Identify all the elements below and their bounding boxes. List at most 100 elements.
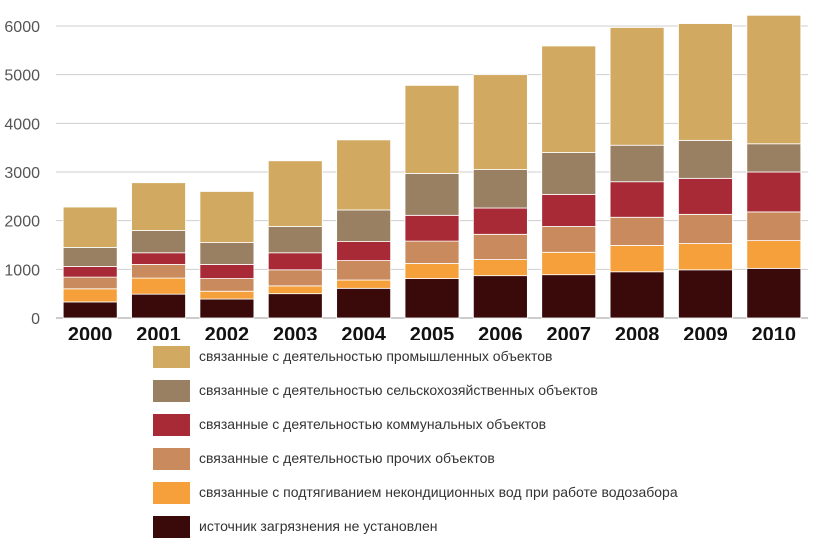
bar-segment [267, 252, 323, 271]
x-tick-label: 2006 [478, 324, 523, 340]
y-tick-label: 3000 [4, 165, 40, 182]
bar-segment [199, 242, 255, 265]
bar-segment [199, 298, 255, 319]
bar-segment [472, 74, 528, 170]
x-tick-label: 2007 [546, 324, 591, 340]
bar-segment [746, 143, 802, 173]
bar-segment [404, 240, 460, 264]
legend-label-other: связанные с деятельностью прочих объекто… [199, 450, 495, 466]
bar-segment [609, 181, 665, 218]
bar-segment [404, 214, 460, 242]
bar-segment [62, 276, 118, 290]
bar-segment [199, 278, 255, 292]
bar-segment [472, 233, 528, 261]
bar-segment [336, 279, 392, 289]
bar-segment [609, 245, 665, 273]
bar-segment [131, 277, 186, 295]
bar-segment [62, 288, 118, 303]
x-tick-label: 2009 [683, 324, 728, 340]
bar-segment [678, 269, 733, 319]
bar-segment [267, 269, 323, 287]
bar-segment [336, 287, 392, 319]
bar-segment [131, 229, 186, 254]
bar-segment [678, 243, 733, 271]
legend-label-agricultural: связанные с деятельностью сельскохозяйст… [199, 382, 598, 398]
bar-segment [472, 275, 528, 319]
legend-label-unknown-source: источник загрязнения не установлен [199, 518, 438, 534]
bars [62, 14, 802, 319]
bar-segment [541, 274, 597, 319]
bar-segment [62, 266, 118, 278]
legend-label-industrial: связанные с деятельностью промышленных о… [199, 348, 553, 364]
legend-swatch-industrial [153, 346, 190, 368]
bar-segment [267, 285, 323, 295]
bar-segment [267, 226, 323, 254]
bar-segment [746, 267, 802, 319]
bar-segment [609, 216, 665, 246]
bar-segment [472, 259, 528, 277]
bar-segment [541, 193, 597, 227]
bar-segment [404, 278, 460, 319]
bar-segment [472, 207, 528, 235]
bar-segment [678, 177, 733, 215]
bar-segment [199, 264, 255, 279]
bar-segment [267, 160, 323, 227]
x-tick-label: 2010 [752, 324, 797, 340]
bar-segment [609, 271, 665, 319]
legend-swatch-municipal [153, 414, 190, 436]
bar-segment [62, 206, 118, 248]
bar-segment [62, 301, 118, 319]
bar-segment [746, 211, 802, 242]
y-axis-tick-labels: 0 1000 2000 3000 4000 5000 6000 [4, 19, 40, 328]
x-tick-label: 2004 [341, 324, 386, 340]
bar-segment [541, 251, 597, 276]
bar-segment [336, 209, 392, 242]
y-tick-label: 0 [31, 311, 40, 328]
bar-segment [746, 14, 802, 145]
bar-segment [131, 264, 186, 279]
y-tick-label: 2000 [4, 214, 40, 231]
y-tick-label: 5000 [4, 68, 40, 85]
bar-segment [199, 191, 255, 243]
bar-segment [404, 84, 460, 174]
legend-label-water-intake: связанные с подтягиванием некондиционных… [199, 484, 678, 500]
bar-segment [678, 213, 733, 244]
bar-segment [609, 27, 665, 146]
legend-label-municipal: связанные с деятельностью коммунальных о… [199, 416, 547, 432]
bar-segment [404, 173, 460, 216]
legend-swatch-water-intake [153, 482, 190, 504]
bar-segment [131, 252, 186, 265]
bar-segment [336, 139, 392, 211]
bar-segment [541, 45, 597, 153]
bar-segment [131, 293, 186, 319]
bar-segment [336, 260, 392, 281]
legend-swatch-unknown-source [153, 516, 190, 538]
bar-segment [131, 182, 186, 231]
legend-swatch-agricultural [153, 380, 190, 402]
x-tick-label: 2005 [410, 324, 455, 340]
x-tick-label: 2001 [136, 324, 181, 340]
y-tick-label: 4000 [4, 116, 40, 133]
bar-segment [541, 226, 597, 253]
x-tick-label: 2000 [68, 324, 113, 340]
bar-segment [336, 241, 392, 261]
bar-segment [541, 152, 597, 195]
bar-segment [267, 293, 323, 319]
legend-swatch-other [153, 448, 190, 470]
x-axis-tick-labels: 2000 2001 2002 2003 2004 2005 2006 2007 2008 2009… [68, 324, 796, 340]
x-tick-label: 2002 [205, 324, 250, 340]
bar-segment [62, 247, 118, 267]
bar-segment [746, 171, 802, 213]
bar-segment [472, 169, 528, 209]
bar-segment [609, 144, 665, 183]
x-tick-label: 2008 [615, 324, 660, 340]
y-tick-label: 1000 [4, 262, 40, 279]
y-tick-label: 6000 [4, 19, 40, 36]
bar-segment [404, 263, 460, 279]
bar-segment [678, 23, 733, 141]
bar-segment [678, 139, 733, 179]
bar-segment [746, 240, 802, 269]
x-tick-label: 2003 [273, 324, 318, 340]
bar-segment [199, 290, 255, 300]
